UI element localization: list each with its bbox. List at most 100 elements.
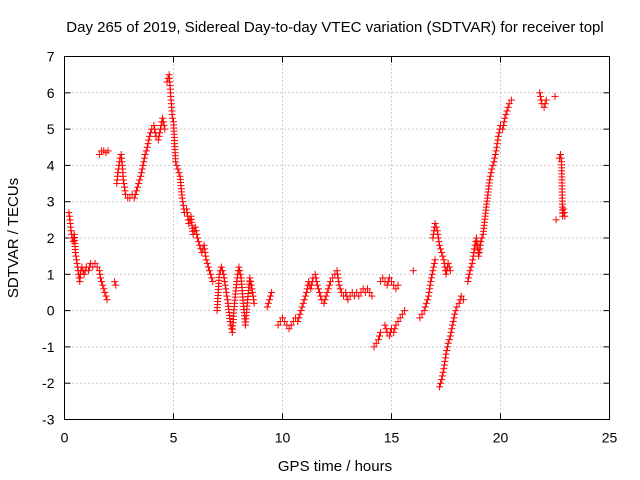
data-point bbox=[325, 281, 333, 289]
data-point bbox=[69, 238, 77, 246]
y-tick-label: -1 bbox=[42, 339, 55, 355]
data-point bbox=[268, 288, 276, 296]
data-point bbox=[122, 190, 130, 198]
data-point bbox=[326, 278, 334, 286]
data-point bbox=[226, 314, 234, 322]
data-point bbox=[311, 270, 319, 278]
data-point bbox=[143, 143, 151, 151]
data-point bbox=[396, 314, 404, 322]
y-tick-label: 7 bbox=[47, 49, 55, 65]
data-point bbox=[137, 172, 145, 180]
data-point bbox=[161, 125, 169, 133]
data-point bbox=[551, 92, 559, 100]
data-point bbox=[301, 292, 309, 300]
data-point bbox=[507, 96, 515, 104]
data-point bbox=[435, 383, 443, 391]
y-tick-label: 2 bbox=[47, 230, 55, 246]
data-point bbox=[427, 278, 435, 286]
data-point bbox=[441, 354, 449, 362]
data-point bbox=[488, 165, 496, 173]
plot-frame bbox=[64, 56, 610, 420]
data-point bbox=[207, 270, 215, 278]
data-point bbox=[398, 310, 406, 318]
data-point bbox=[171, 155, 179, 163]
data-point bbox=[121, 187, 129, 195]
data-point bbox=[394, 317, 402, 325]
data-point bbox=[499, 121, 507, 129]
data-point bbox=[443, 267, 451, 275]
data-point bbox=[320, 299, 328, 307]
data-point bbox=[370, 343, 378, 351]
data-point bbox=[500, 118, 508, 126]
data-point bbox=[336, 285, 344, 293]
data-point bbox=[427, 274, 435, 282]
data-point bbox=[420, 307, 428, 315]
data-point bbox=[203, 259, 211, 267]
data-point bbox=[451, 310, 459, 318]
data-point bbox=[193, 230, 201, 238]
data-point bbox=[466, 267, 474, 275]
data-point bbox=[455, 299, 463, 307]
data-point bbox=[142, 147, 150, 155]
data-point bbox=[494, 136, 502, 144]
data-point bbox=[431, 256, 439, 264]
data-series-sdtvar bbox=[65, 71, 569, 391]
data-point bbox=[222, 288, 230, 296]
data-point bbox=[494, 132, 502, 140]
data-point bbox=[73, 259, 81, 267]
data-point bbox=[430, 227, 438, 235]
data-point bbox=[264, 299, 272, 307]
data-point bbox=[102, 292, 110, 300]
data-point bbox=[221, 278, 229, 286]
data-point bbox=[428, 270, 436, 278]
data-point bbox=[374, 336, 382, 344]
data-point bbox=[72, 256, 80, 264]
data-point bbox=[449, 321, 457, 329]
data-point bbox=[344, 296, 352, 304]
data-point bbox=[209, 278, 217, 286]
data-point bbox=[496, 125, 504, 133]
data-point bbox=[446, 332, 454, 340]
data-point bbox=[323, 288, 331, 296]
data-point bbox=[155, 132, 163, 140]
data-point bbox=[159, 114, 167, 122]
data-point bbox=[285, 325, 293, 333]
data-point bbox=[222, 285, 230, 293]
x-tick-label: 25 bbox=[602, 430, 618, 446]
data-point bbox=[474, 249, 482, 257]
data-point bbox=[440, 256, 448, 264]
data-point bbox=[294, 317, 302, 325]
data-point bbox=[438, 249, 446, 257]
y-tick-label: 6 bbox=[47, 85, 55, 101]
data-point bbox=[475, 249, 483, 257]
data-point bbox=[541, 100, 549, 108]
data-point bbox=[502, 111, 510, 119]
data-point bbox=[235, 263, 243, 271]
data-point bbox=[440, 259, 448, 267]
data-point bbox=[236, 270, 244, 278]
data-point bbox=[247, 278, 255, 286]
data-point bbox=[560, 205, 568, 213]
data-point bbox=[140, 154, 148, 162]
x-tick-label: 15 bbox=[384, 430, 400, 446]
data-point bbox=[467, 263, 475, 271]
data-point bbox=[439, 368, 447, 376]
data-point bbox=[175, 169, 183, 177]
data-point bbox=[445, 263, 453, 271]
data-point bbox=[166, 82, 174, 90]
data-point bbox=[445, 336, 453, 344]
data-point bbox=[384, 278, 392, 286]
data-point bbox=[442, 350, 450, 358]
data-point bbox=[100, 285, 108, 293]
data-point bbox=[120, 180, 128, 188]
data-point bbox=[119, 172, 127, 180]
data-point bbox=[316, 288, 324, 296]
chart-title: Day 265 of 2019, Sidereal Day-to-day VTE… bbox=[66, 19, 603, 36]
data-point bbox=[300, 296, 308, 304]
data-point bbox=[421, 303, 429, 311]
data-point bbox=[99, 281, 107, 289]
data-point bbox=[435, 241, 443, 249]
data-point bbox=[478, 234, 486, 242]
data-point bbox=[167, 96, 175, 104]
data-point bbox=[136, 176, 144, 184]
